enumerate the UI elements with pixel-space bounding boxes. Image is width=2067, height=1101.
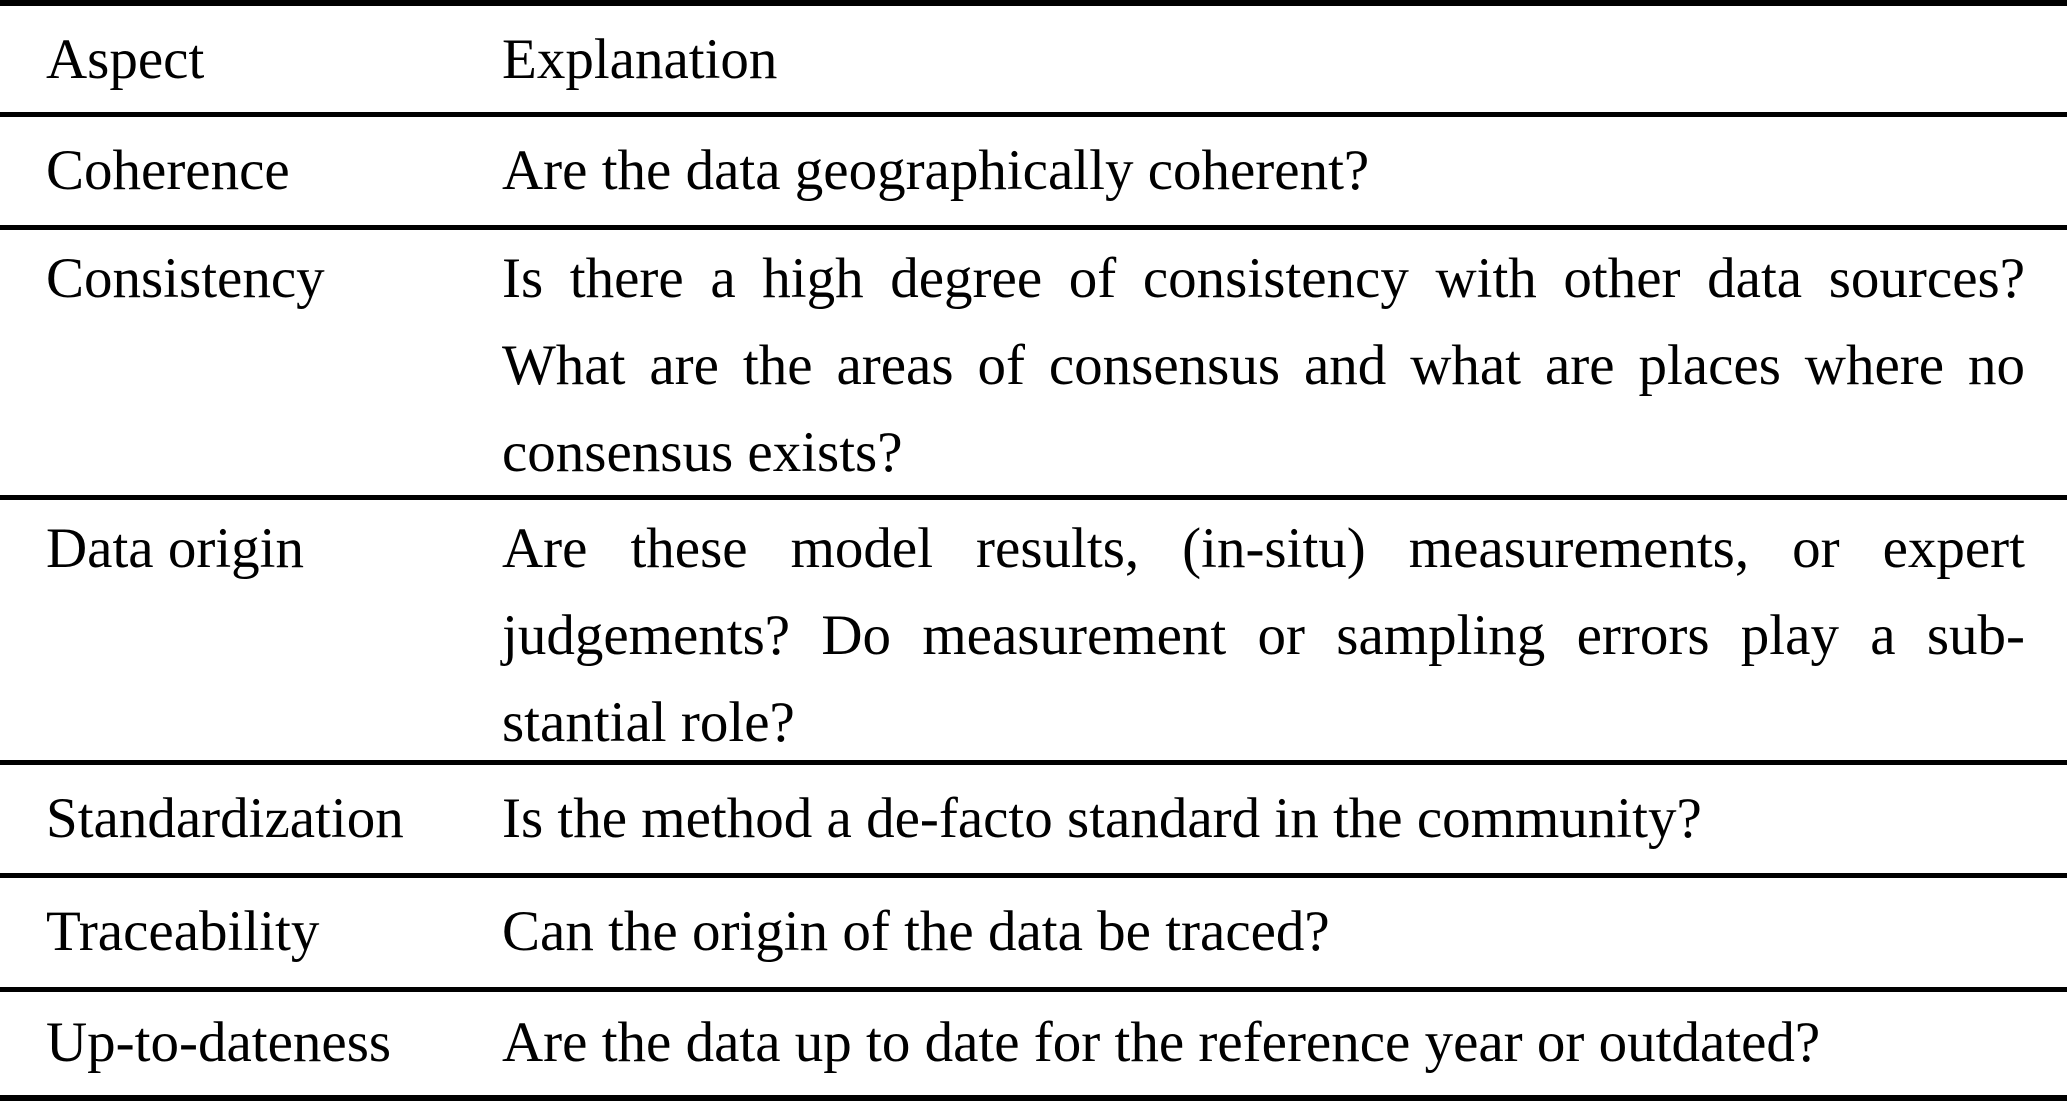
explanation-line: Are the data geographically coherent? <box>502 138 1370 202</box>
aspect-cell: Coherence <box>46 138 290 202</box>
table-body: Coherence Are the data geographically co… <box>0 117 2067 1101</box>
explanation-line: Are these model results, (in-situ) measu… <box>502 517 2025 580</box>
table-row: Consistency Is there a high degree of co… <box>0 230 2067 495</box>
table-row: Traceability Can the origin of the data … <box>0 878 2067 987</box>
top-rule <box>0 0 2067 6</box>
explanation-cell: Is the method a de-facto standard in the… <box>502 785 2067 853</box>
explanation-line: What are the areas of consensus and what… <box>502 334 2025 397</box>
aspect-cell: Traceability <box>46 900 320 964</box>
explanation-line: Can the origin of the data be traced? <box>502 900 1330 964</box>
explanation-cell: Is there a high degree of consistency wi… <box>502 235 2067 496</box>
aspect-cell: Up-to-dateness <box>46 1011 392 1075</box>
column-header-explanation: Explanation <box>502 27 778 91</box>
explanation-line: stantial role? <box>502 691 795 754</box>
aspect-cell: Consistency <box>46 247 325 310</box>
explanation-line: consensus exists? <box>502 421 903 484</box>
explanation-cell: Are the data geographically coherent? <box>502 137 2067 205</box>
header-separator-rule <box>0 112 2067 117</box>
table-row: Coherence Are the data geographically co… <box>0 117 2067 225</box>
column-header-aspect: Aspect <box>46 27 205 91</box>
explanation-line: Is there a high degree of consistency wi… <box>502 247 2025 310</box>
explanation-cell: Are the data up to date for the referenc… <box>502 1009 2067 1077</box>
row-separator-rule <box>0 495 2067 500</box>
explanation-line: Are the data up to date for the referenc… <box>502 1011 1821 1075</box>
aspect-cell: Standardization <box>46 786 404 850</box>
header-row: Aspect Explanation <box>0 6 2067 112</box>
row-separator-rule <box>0 760 2067 765</box>
row-separator-rule <box>0 225 2067 230</box>
bottom-rule <box>0 1095 2067 1101</box>
explanation-line: judgements? Do measurement or sampling e… <box>502 604 2025 667</box>
explanation-line: Is the method a de-facto standard in the… <box>502 786 1702 850</box>
explanation-cell: Are these model results, (in-situ) measu… <box>502 505 2067 766</box>
explanation-cell: Can the origin of the data be traced? <box>502 898 2067 966</box>
table-row: Standardization Is the method a de-facto… <box>0 765 2067 873</box>
aspect-cell: Data origin <box>46 517 305 580</box>
row-separator-rule <box>0 873 2067 878</box>
row-separator-rule <box>0 987 2067 992</box>
table-row: Data origin Are these model results, (in… <box>0 500 2067 760</box>
table-row: Up-to-dateness Are the data up to date f… <box>0 992 2067 1095</box>
